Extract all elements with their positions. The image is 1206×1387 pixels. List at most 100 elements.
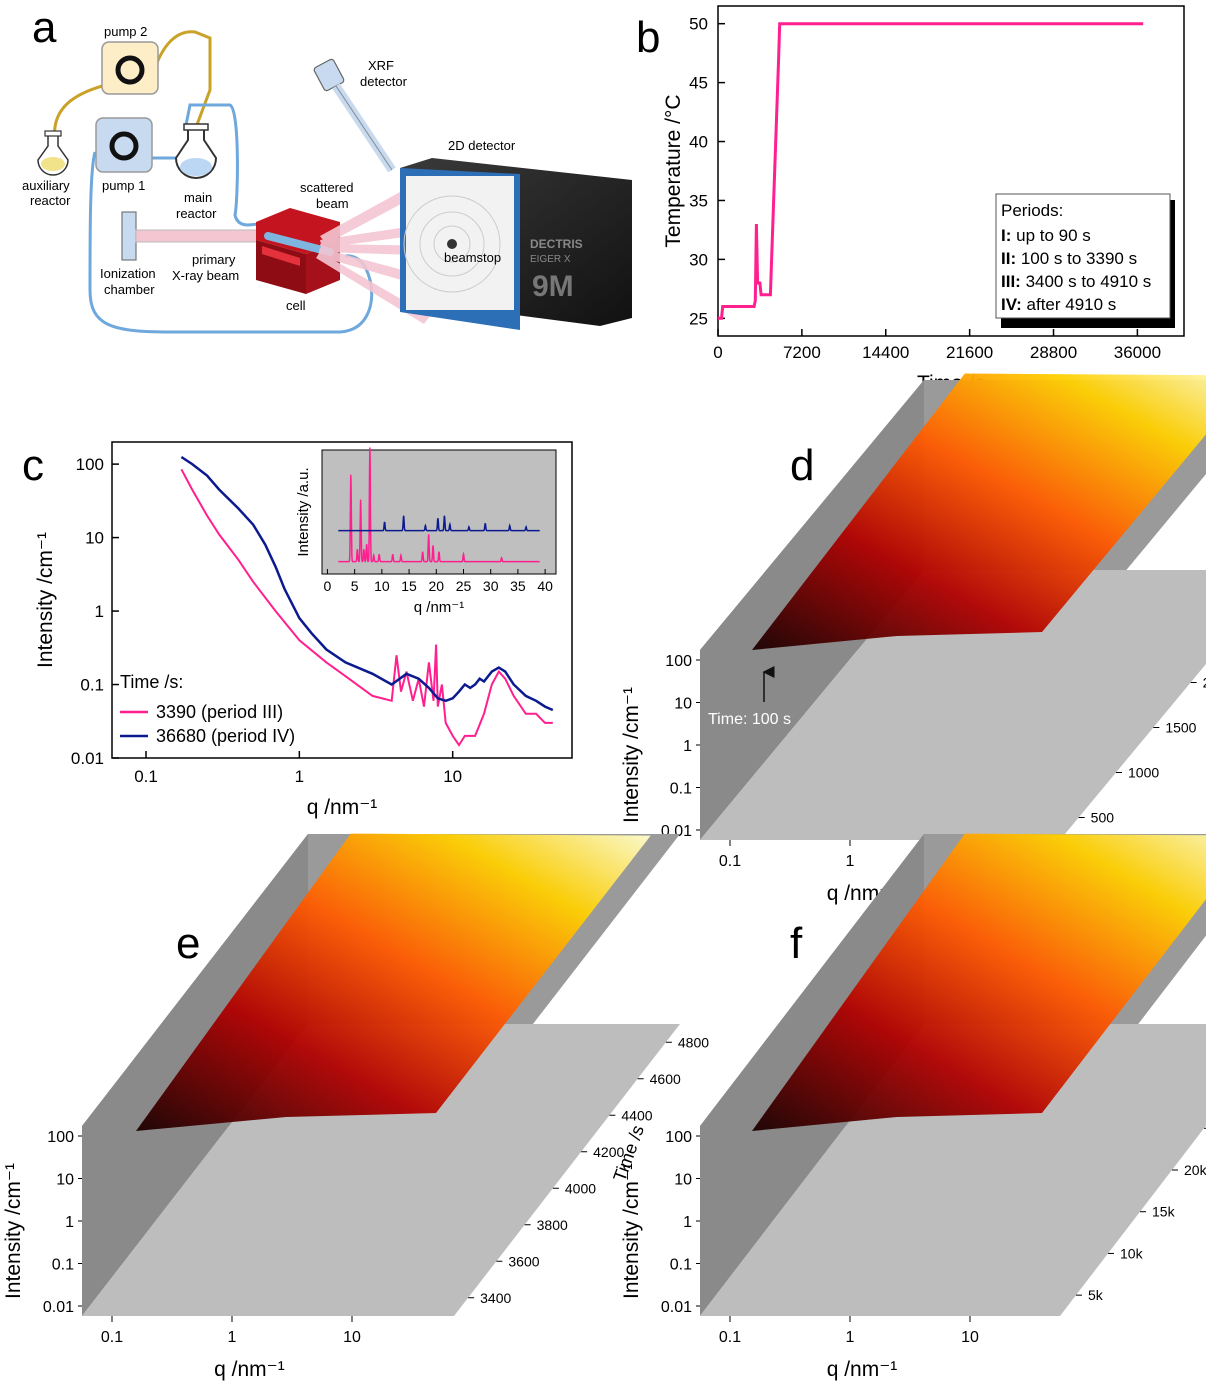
- legend-title-b: Periods:: [1001, 201, 1063, 220]
- legend-title-c: Time /s:: [120, 672, 183, 692]
- z-tick-label-3d: 500: [1091, 810, 1115, 826]
- y-axis-b: 25 30 35 40 45 50: [689, 15, 725, 328]
- x-label-c: q /nm⁻¹: [307, 796, 378, 819]
- y-label-3d: Intensity /cm⁻¹: [2, 1163, 25, 1299]
- auxiliary-reactor-label: auxiliary reactor: [22, 178, 71, 208]
- x-tick-label-b: 0: [713, 343, 722, 362]
- inset-x-tick-label: 20: [428, 578, 444, 594]
- y-tick-label-b: 50: [689, 15, 708, 34]
- inset-x-tick-label: 5: [351, 578, 359, 594]
- z-tick-label-3d: 3600: [508, 1253, 539, 1269]
- floor-plane: [82, 1024, 680, 1316]
- z-tick-label-3d: 1500: [1165, 720, 1196, 736]
- inset-x-tick-label: 10: [374, 578, 390, 594]
- xrf-detector-label: XRF detector: [360, 58, 408, 89]
- surface-panel-e: e 0.1 1 10 q /nm⁻¹ 0.01 0.1 1 10 100 Intensity /c…: [2, 833, 709, 1381]
- periods-legend: Periods: I: up to 90 s II: 100 s to 3390…: [995, 193, 1175, 328]
- inset-x-tick-label: 15: [401, 578, 417, 594]
- panel-label-e: e: [176, 919, 200, 968]
- inset-x-tick-label: 40: [537, 578, 553, 594]
- main-reactor-flask-icon: [174, 123, 218, 179]
- temperature-panel: b 0 7200 14400 21600 28800 36000 25 30 35 40 45 50…: [636, 5, 1185, 395]
- x-axis-b: 0 7200 14400 21600 28800 36000: [713, 329, 1161, 362]
- y-tick-label-b: 40: [689, 133, 708, 152]
- detector-brand-3: 9M: [532, 270, 574, 303]
- x-tick-label-3d: 1: [228, 1329, 237, 1346]
- y-label-c: Intensity /cm⁻¹: [34, 532, 57, 668]
- main-reactor-label: main reactor: [176, 190, 217, 221]
- detector-brand-2: EIGER X: [530, 254, 571, 265]
- x-tick-label-3d: 1: [846, 1329, 855, 1346]
- aux-line1: auxiliary: [22, 178, 70, 193]
- legend-entry-b: III: 3400 s to 4910 s: [1001, 272, 1151, 291]
- ionization-chamber: [121, 211, 137, 261]
- pump-2-box: [101, 41, 159, 95]
- y-axis-c: 0.01 0.1 1 10 100: [71, 455, 119, 768]
- pump-2-rotor-icon: [115, 55, 145, 85]
- z-tick-label-3d: 15k: [1152, 1204, 1176, 1220]
- inset-series-3390: [338, 447, 540, 563]
- beamstop-label: beamstop: [444, 250, 501, 265]
- inset-series-36680: [338, 515, 540, 532]
- y-tick-label-3d: 0.01: [43, 1299, 74, 1316]
- y-tick-label-3d: 0.1: [670, 1257, 692, 1274]
- pump-2-label: pump 2: [104, 24, 147, 39]
- y-label-b: Temperature /°C: [662, 94, 685, 247]
- surface-panel-f: f 0.1 1 10 q /nm⁻¹ 0.01 0.1 1 10 100 Intensity /c…: [620, 833, 1206, 1381]
- intensity-surface: [752, 373, 1206, 650]
- blue-tube: [183, 103, 259, 227]
- y-tick-label-3d: 100: [665, 653, 692, 670]
- x-tick-label-3d: 10: [343, 1329, 361, 1346]
- z-tick-label-3d: 3400: [480, 1290, 511, 1306]
- blue-tube: [88, 151, 374, 334]
- legend-entry-b: II: 100 s to 3390 s: [1001, 249, 1137, 268]
- legend-entry-b: I: up to 90 s: [1001, 226, 1091, 245]
- z-tick-label-3d: 4000: [565, 1180, 596, 1196]
- intensity-surface: [136, 833, 651, 1131]
- detector-brand-1: DECTRIS: [530, 237, 583, 251]
- x-tick-label-c: 10: [443, 767, 462, 786]
- y-tick-label-c: 10: [85, 529, 104, 548]
- auxiliary-reactor-flask-icon: [37, 130, 69, 176]
- series-3390: [180, 468, 553, 747]
- x-label-3d: q /nm⁻¹: [827, 1358, 898, 1381]
- z-tick-label-3d: 4600: [650, 1071, 681, 1087]
- xrf-detector: [313, 58, 396, 173]
- pump-1-label: pump 1: [102, 178, 145, 193]
- ionization-chamber-label: Ionization chamber: [100, 266, 156, 297]
- y-tick-label-3d: 1: [683, 1214, 692, 1231]
- y-tick-label-3d: 100: [47, 1129, 74, 1146]
- x-tick-label-b: 21600: [946, 343, 993, 362]
- inset-x-axis: 0 5 10 15 20 25 30 35 40: [324, 569, 553, 594]
- y-tick-label-c: 0.1: [80, 676, 104, 695]
- inset-x-label: q /nm⁻¹: [414, 599, 464, 616]
- floor-plane: [700, 1024, 1206, 1316]
- x-tick-label-3d: 0.1: [101, 1329, 123, 1346]
- y-tick-label-c: 100: [76, 455, 104, 474]
- y-tick-label-3d: 10: [674, 696, 692, 713]
- panel-label-a: a: [32, 3, 57, 52]
- y-tick-label-c: 1: [95, 602, 104, 621]
- gold-tube: [153, 30, 212, 131]
- y-tick-label-3d: 100: [665, 1129, 692, 1146]
- inset-y-label: Intensity /a.u.: [295, 467, 312, 556]
- y-tick-label-b: 25: [689, 309, 708, 328]
- x-tick-label-c: 1: [295, 767, 304, 786]
- y-tick-label-3d: 1: [683, 738, 692, 755]
- inset-x-tick-label: 25: [456, 578, 472, 594]
- z-tick-label-3d: 10k: [1120, 1245, 1144, 1261]
- panel-label-f: f: [790, 919, 803, 968]
- x-tick-label-b: 28800: [1030, 343, 1077, 362]
- x-axis-c: 0.1 1 10: [134, 751, 462, 786]
- cell-label: cell: [286, 298, 306, 313]
- temperature-series: [718, 22, 1144, 320]
- pump-1-box: [95, 117, 153, 173]
- floor-plane: [700, 570, 1206, 840]
- y-tick-label-3d: 1: [65, 1214, 74, 1231]
- aux-line2: reactor: [30, 193, 71, 208]
- series-36680: [180, 455, 554, 712]
- y-label-3d: Intensity /cm⁻¹: [620, 1163, 643, 1299]
